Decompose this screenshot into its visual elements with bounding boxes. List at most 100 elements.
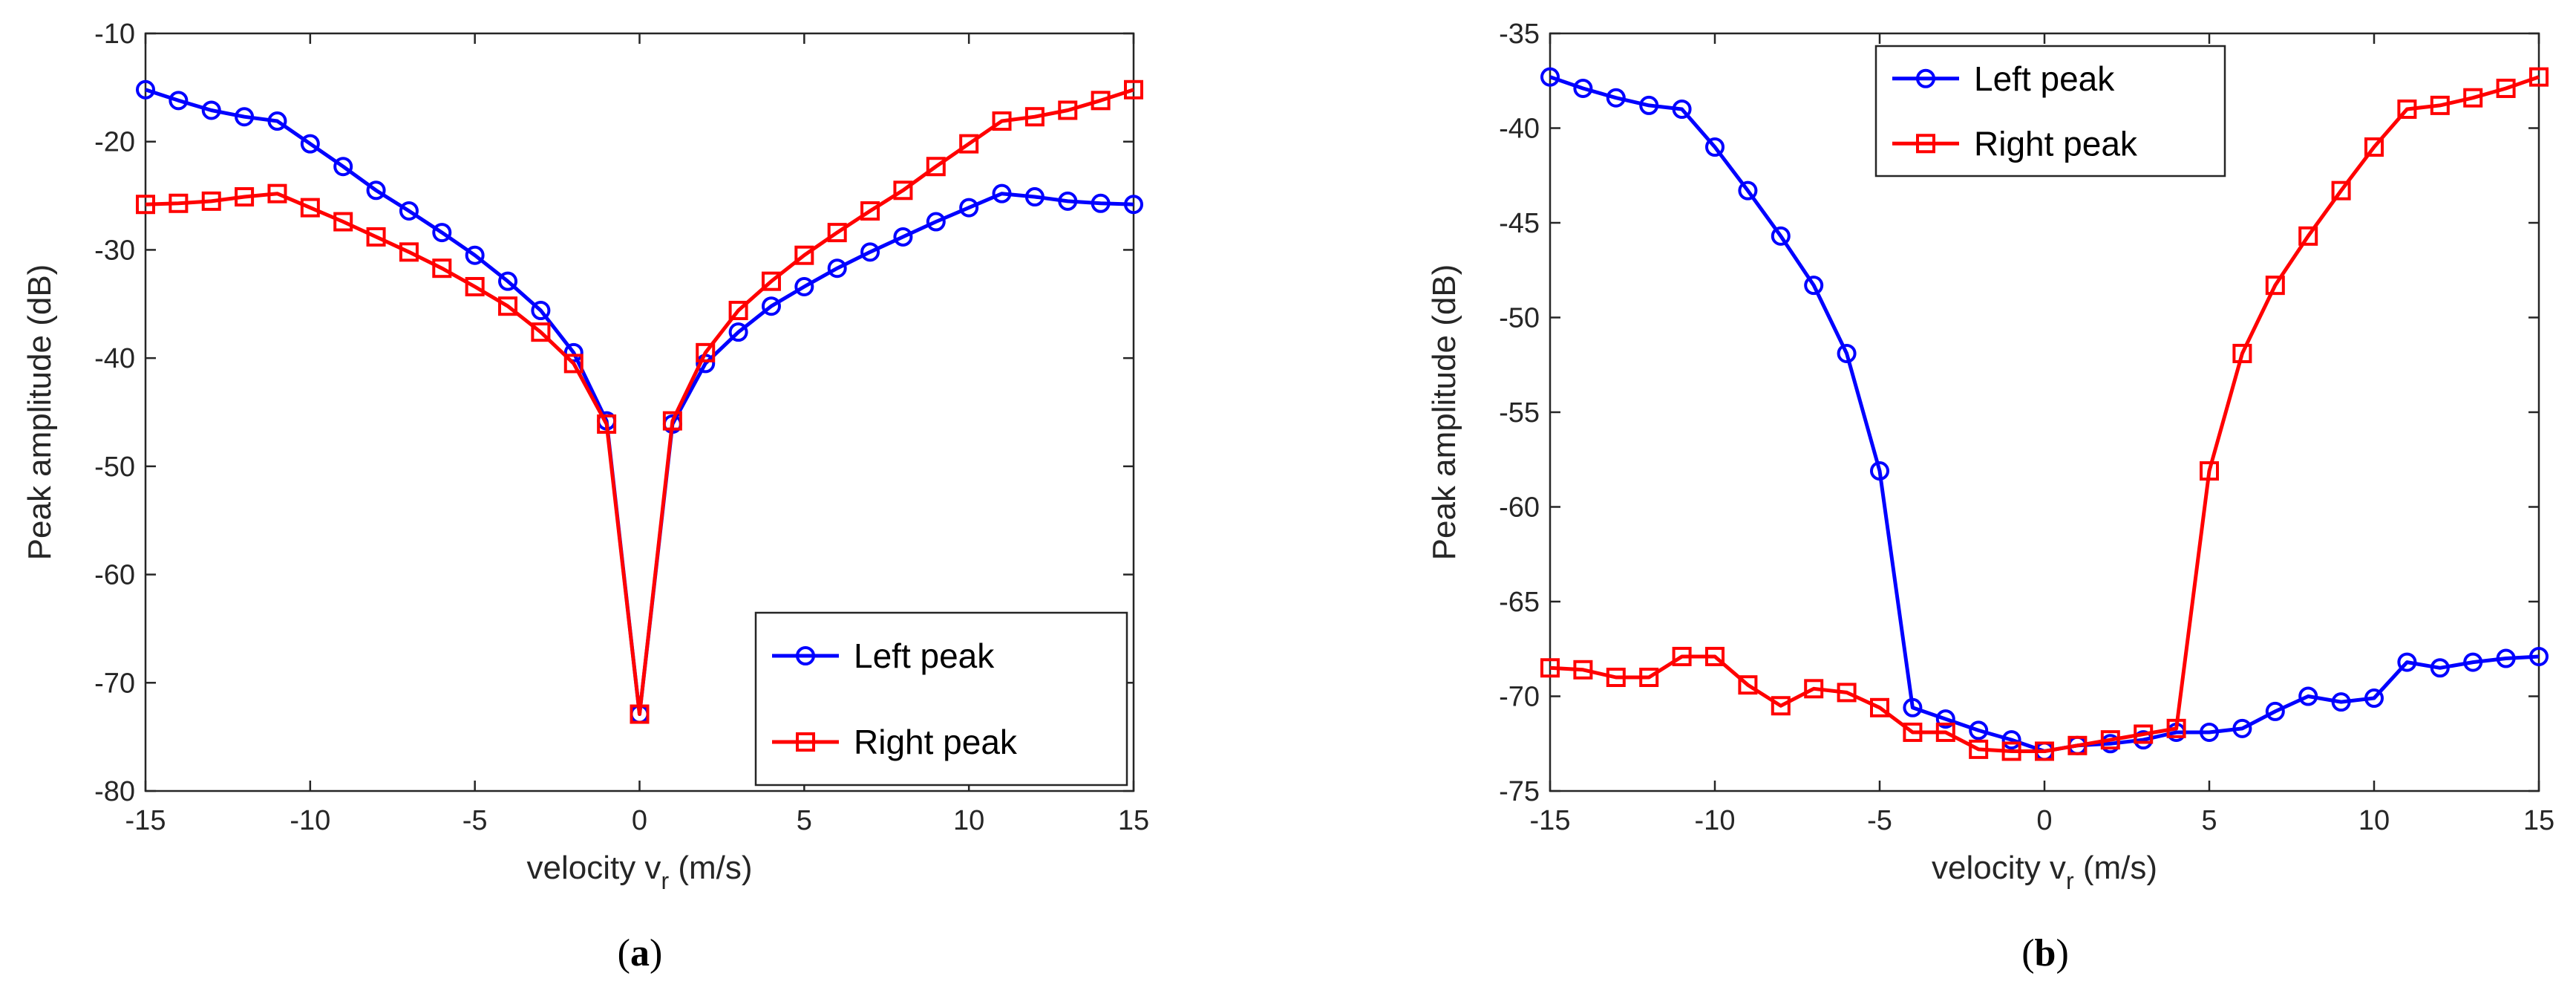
data-point-left-peak [136, 79, 155, 100]
y-tick-label: -75 [1499, 776, 1540, 807]
panel-caption: (b) [2021, 932, 2069, 974]
panel-caption-open: ( [618, 932, 630, 974]
data-point-left-peak [1639, 95, 1659, 115]
data-point-left-peak [1935, 709, 1955, 729]
data-point-right-peak [2232, 343, 2252, 363]
x-tick-label: -15 [1530, 805, 1571, 836]
data-point-right-peak [300, 198, 320, 218]
data-point-left-peak [1870, 461, 1889, 481]
x-tick-label: 0 [632, 805, 647, 836]
data-point-right-peak [267, 183, 287, 204]
data-point-right-peak [1903, 722, 1923, 742]
chart-panel-a: -15 -10 -5 0 5 10 15-80-70-60-50-40-30-20-10ve… [22, 19, 1149, 974]
data-point-right-peak [498, 296, 518, 316]
x-tick-label: 0 [2036, 805, 2052, 836]
y-tick-label: -70 [94, 668, 135, 699]
data-point-right-peak [1124, 79, 1143, 100]
data-point-right-peak [827, 223, 847, 243]
legend: Left peak Right peak [754, 611, 1128, 787]
data-point-right-peak [563, 354, 583, 374]
data-point-right-peak [1870, 697, 1889, 717]
data-point-right-peak [399, 242, 419, 262]
data-point-right-peak [992, 111, 1012, 131]
data-point-right-peak [1935, 722, 1955, 742]
data-point-right-peak [860, 201, 880, 221]
data-point-left-peak [2331, 692, 2351, 712]
x-tick-label: 15 [1118, 805, 1149, 836]
data-point-right-peak [1091, 91, 1111, 111]
legend-marker-square [796, 732, 815, 752]
data-point-left-peak [761, 296, 781, 316]
data-point-right-peak [1837, 683, 1857, 703]
data-point-right-peak [2496, 78, 2516, 98]
panel-caption-open: ( [2021, 932, 2034, 974]
data-point-left-peak [1606, 88, 1626, 108]
data-point-left-peak [893, 227, 913, 247]
data-point-right-peak [1540, 658, 1560, 678]
x-tick-label: -15 [125, 805, 166, 836]
data-point-right-peak [728, 301, 748, 321]
data-point-right-peak [2430, 95, 2450, 115]
y-tick-label: -60 [94, 560, 135, 591]
x-tick-label: 10 [2358, 805, 2390, 836]
panel-caption-close: ) [2056, 932, 2068, 974]
y-tick-label: -65 [1499, 587, 1540, 618]
y-tick-label: -60 [1499, 492, 1540, 524]
data-point-left-peak [1124, 195, 1143, 215]
panel-caption-letter: a [630, 932, 650, 974]
data-point-right-peak [1969, 739, 1989, 759]
x-tick-label: -5 [1867, 805, 1892, 836]
legend-marker-square [1916, 134, 1935, 154]
data-point-right-peak [2067, 735, 2088, 755]
data-point-right-peak [2529, 67, 2549, 87]
data-point-left-peak [267, 111, 287, 131]
x-axis-label-subscript: r [661, 867, 669, 894]
legend-entry-left-peak: Left peak [854, 637, 995, 675]
data-point-left-peak [2200, 722, 2219, 742]
data-point-left-peak [1540, 67, 1560, 87]
data-point-right-peak [201, 191, 221, 211]
data-point-right-peak [2463, 88, 2483, 108]
legend: Left peak Right peak [1874, 45, 2226, 178]
data-point-left-peak [728, 322, 748, 342]
data-point-left-peak [1705, 137, 1725, 157]
data-point-left-peak [432, 223, 452, 243]
x-axis-label-subscript: r [2066, 867, 2074, 894]
data-point-right-peak [1804, 679, 1824, 699]
data-point-right-peak [1606, 668, 1626, 687]
y-tick-label: -35 [1499, 19, 1540, 50]
y-tick-label: -45 [1499, 208, 1540, 239]
data-point-right-peak [893, 180, 913, 201]
data-point-left-peak [2001, 730, 2021, 750]
legend-box [1874, 45, 2226, 178]
legend-marker-circle [1916, 68, 1935, 88]
data-point-left-peak [827, 258, 847, 279]
data-point-left-peak [498, 271, 518, 291]
data-point-left-peak [333, 157, 353, 177]
y-tick-label: -50 [94, 452, 135, 483]
data-point-right-peak [959, 134, 979, 154]
data-point-right-peak [432, 258, 452, 279]
data-point-left-peak [860, 242, 880, 262]
chart-panel-b: -15 -10 -5 0 5 10 15-75-70-65-60-55-50-45-40-3… [1426, 19, 2554, 974]
data-point-left-peak [2298, 686, 2318, 706]
y-tick-label: -30 [94, 235, 135, 266]
data-point-left-peak [2397, 652, 2417, 672]
data-point-left-peak [1091, 193, 1111, 213]
data-point-right-peak [696, 342, 716, 362]
data-point-right-peak [2397, 100, 2417, 119]
data-point-left-peak [1573, 78, 1593, 98]
y-tick-label: -80 [94, 776, 135, 807]
panel-caption-letter: b [2035, 932, 2056, 974]
data-point-right-peak [235, 187, 255, 207]
data-point-left-peak [1738, 180, 1758, 201]
data-point-right-peak [1573, 660, 1593, 680]
data-point-right-peak [630, 704, 650, 724]
x-axis-label-main: velocity v [526, 850, 661, 886]
data-point-right-peak [2100, 730, 2120, 750]
legend-box [754, 611, 1128, 787]
x-axis-label-unit: (m/s) [2074, 850, 2157, 886]
y-tick-label: -40 [94, 343, 135, 374]
data-point-left-peak [926, 212, 946, 232]
data-point-left-peak [2265, 701, 2285, 721]
